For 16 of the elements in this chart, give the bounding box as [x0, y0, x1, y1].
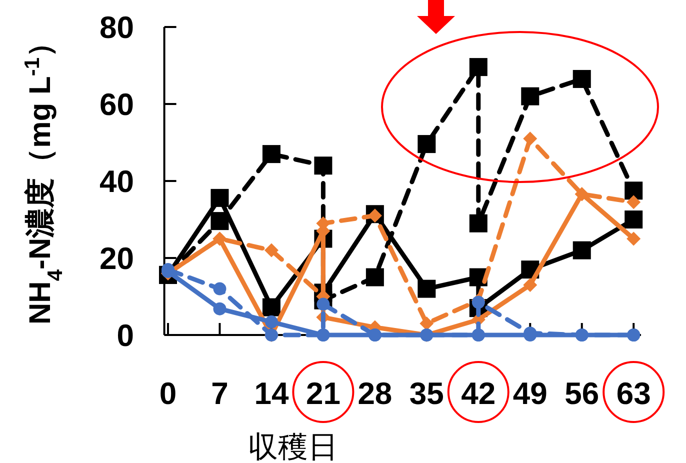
x-tick-label: 35: [409, 376, 444, 411]
y-tick-label: 20: [100, 241, 134, 276]
x-tick-label: 0: [159, 376, 177, 411]
x-tick-label: 56: [564, 376, 600, 411]
y-tick-label: 40: [100, 164, 134, 199]
x-axis-title: 収穫日: [248, 431, 338, 463]
x-tick-label: 21: [306, 376, 340, 411]
y-tick-label: 60: [100, 87, 134, 122]
x-tick-label: 42: [461, 376, 496, 411]
x-tick-label: 14: [254, 376, 290, 411]
y-tick-label: 0: [116, 318, 134, 353]
x-tick-label: 7: [211, 376, 228, 411]
x-tick-label: 28: [358, 376, 392, 411]
x-tick-label: 49: [512, 376, 548, 411]
x-tick-label: 63: [616, 376, 651, 411]
y-tick-label: 80: [100, 10, 134, 45]
